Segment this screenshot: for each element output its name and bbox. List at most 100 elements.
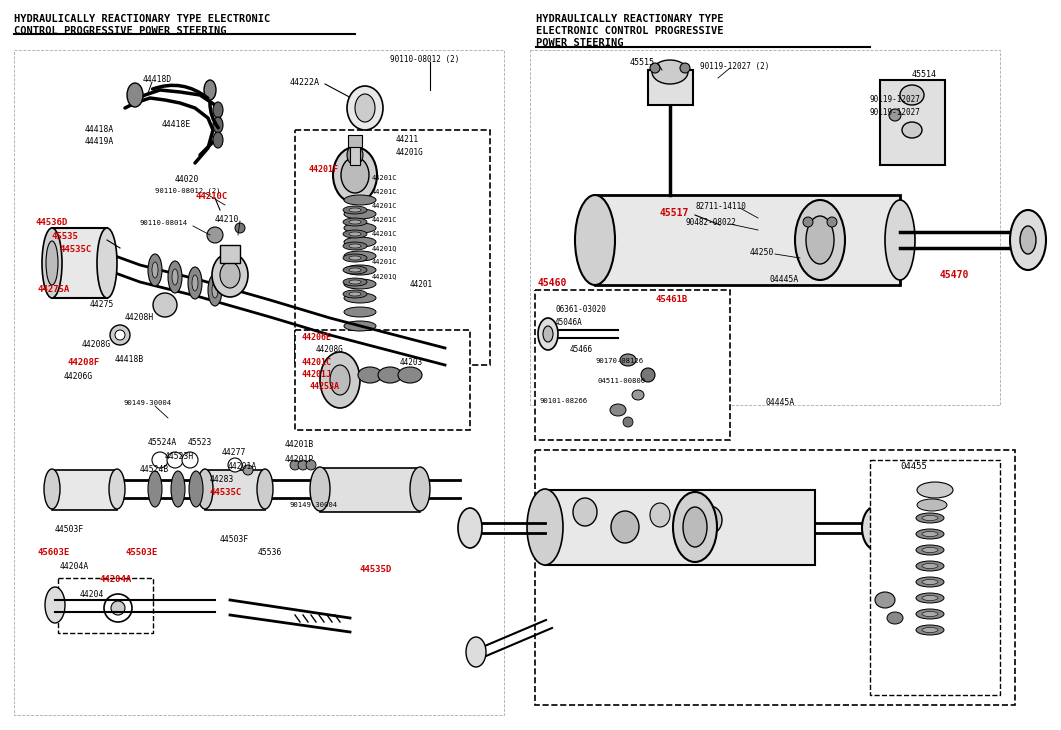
Ellipse shape <box>610 404 626 416</box>
Ellipse shape <box>922 596 938 601</box>
Bar <box>14 50 504 715</box>
Ellipse shape <box>632 390 644 400</box>
Ellipse shape <box>341 157 369 193</box>
Ellipse shape <box>115 330 125 340</box>
Text: 44418A: 44418A <box>85 125 115 134</box>
Text: 44208F: 44208F <box>68 358 100 367</box>
Text: 44275A: 44275A <box>38 285 70 294</box>
Ellipse shape <box>344 321 376 331</box>
Text: 44201C: 44201C <box>372 189 398 195</box>
Ellipse shape <box>257 469 273 509</box>
Text: 44201C: 44201C <box>302 358 332 367</box>
Ellipse shape <box>875 592 895 608</box>
Ellipse shape <box>827 217 837 227</box>
Ellipse shape <box>917 482 953 498</box>
Ellipse shape <box>650 63 660 73</box>
Bar <box>880 80 945 165</box>
Text: 44201Q: 44201Q <box>372 273 398 279</box>
Text: 44524B: 44524B <box>140 465 170 474</box>
Text: 90119-12027 (2): 90119-12027 (2) <box>700 62 769 71</box>
Text: 44535D: 44535D <box>360 565 393 574</box>
Text: 90110-08014: 90110-08014 <box>140 220 188 226</box>
Ellipse shape <box>152 452 168 468</box>
Ellipse shape <box>290 460 300 470</box>
Text: 82711-14110: 82711-14110 <box>695 202 746 211</box>
Text: 44201F: 44201F <box>309 165 340 174</box>
Ellipse shape <box>900 85 924 105</box>
Text: 44523H: 44523H <box>166 452 194 461</box>
Text: 44201C: 44201C <box>372 217 398 223</box>
Ellipse shape <box>213 117 223 133</box>
Ellipse shape <box>343 206 367 214</box>
Ellipse shape <box>916 609 944 619</box>
Text: 44208H: 44208H <box>125 313 154 322</box>
Text: 44250: 44250 <box>750 248 775 257</box>
Text: 90119-12027: 90119-12027 <box>870 95 921 104</box>
Ellipse shape <box>623 417 633 427</box>
Ellipse shape <box>349 220 361 224</box>
Ellipse shape <box>104 594 132 622</box>
Ellipse shape <box>349 280 361 284</box>
Text: 44206G: 44206G <box>64 372 93 381</box>
Bar <box>648 70 693 105</box>
Text: 44201C: 44201C <box>372 231 398 237</box>
Text: 44211: 44211 <box>396 135 419 144</box>
Bar <box>205 470 265 510</box>
Ellipse shape <box>204 80 216 100</box>
Ellipse shape <box>527 489 563 565</box>
Ellipse shape <box>344 237 376 247</box>
Ellipse shape <box>220 262 240 288</box>
Ellipse shape <box>168 261 182 293</box>
Text: 45523: 45523 <box>188 438 212 447</box>
Ellipse shape <box>343 230 367 238</box>
Bar <box>320 468 420 512</box>
Text: 45461B: 45461B <box>656 295 689 304</box>
Text: 90149-30004: 90149-30004 <box>290 502 338 508</box>
Ellipse shape <box>344 195 376 205</box>
Ellipse shape <box>1010 210 1046 270</box>
Text: 44201Q: 44201Q <box>372 245 398 251</box>
Ellipse shape <box>806 216 834 264</box>
Text: 44535C: 44535C <box>210 488 242 497</box>
Bar <box>295 330 470 430</box>
Ellipse shape <box>698 506 721 534</box>
Ellipse shape <box>916 561 944 571</box>
Text: 90119-12027: 90119-12027 <box>870 108 921 117</box>
Ellipse shape <box>916 577 944 587</box>
Ellipse shape <box>887 612 903 624</box>
Bar <box>530 50 1001 405</box>
Text: 44201A: 44201A <box>228 462 257 471</box>
Ellipse shape <box>344 279 376 289</box>
Ellipse shape <box>320 352 360 408</box>
Text: 45503E: 45503E <box>125 548 157 557</box>
Text: 44206E: 44206E <box>302 333 332 342</box>
Text: 90110-08012 (2): 90110-08012 (2) <box>390 55 459 64</box>
Ellipse shape <box>916 593 944 603</box>
Ellipse shape <box>916 625 944 635</box>
Text: POWER STEERING: POWER STEERING <box>536 38 624 48</box>
Ellipse shape <box>46 241 58 285</box>
Ellipse shape <box>213 102 223 118</box>
Text: 44418B: 44418B <box>115 355 144 364</box>
Ellipse shape <box>207 227 223 243</box>
Text: 44204: 44204 <box>80 590 104 599</box>
Ellipse shape <box>171 471 185 507</box>
Ellipse shape <box>147 471 162 507</box>
Ellipse shape <box>1020 226 1036 254</box>
Ellipse shape <box>922 548 938 553</box>
Ellipse shape <box>378 367 402 383</box>
Text: 44201J: 44201J <box>302 370 332 379</box>
Text: 06361-03020: 06361-03020 <box>555 305 606 314</box>
Ellipse shape <box>683 507 707 547</box>
Text: 44419A: 44419A <box>85 137 115 146</box>
Bar <box>535 450 1015 705</box>
Ellipse shape <box>680 63 690 73</box>
Ellipse shape <box>347 86 383 130</box>
Ellipse shape <box>228 458 242 472</box>
Text: 44535C: 44535C <box>60 245 92 254</box>
Ellipse shape <box>333 147 377 203</box>
Bar <box>220 245 240 263</box>
Ellipse shape <box>127 83 143 107</box>
Bar <box>348 135 362 147</box>
Ellipse shape <box>343 278 367 286</box>
